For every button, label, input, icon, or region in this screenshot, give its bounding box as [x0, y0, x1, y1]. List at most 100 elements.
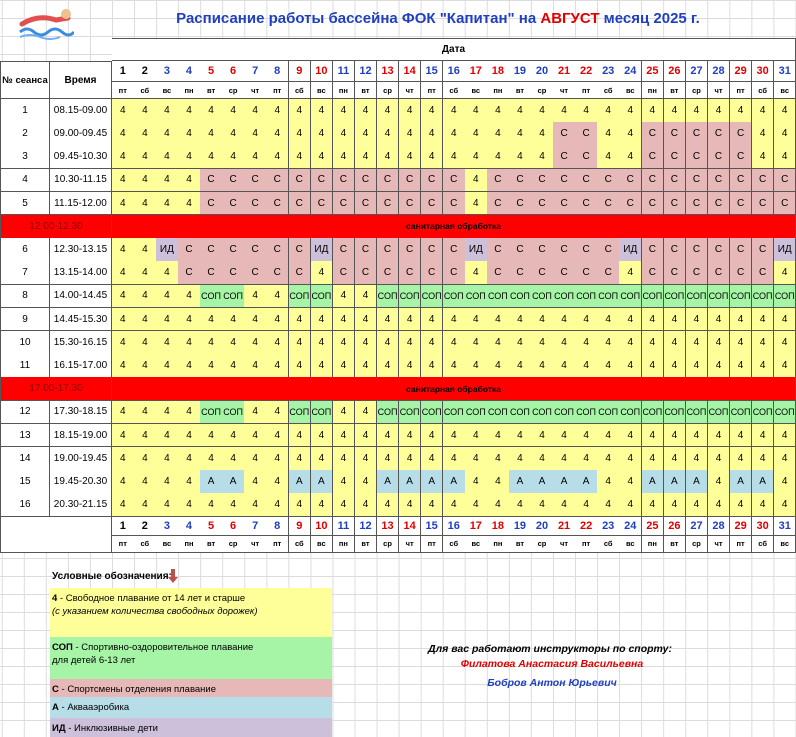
- schedule-cell: 4: [619, 447, 643, 471]
- schedule-cell: 4: [112, 307, 135, 332]
- schedule-cell: С: [751, 261, 775, 286]
- schedule-cell: СОП: [288, 400, 312, 425]
- title: Расписание работы бассейна ФОК "Капитан"…: [0, 10, 796, 27]
- weekday: вт: [354, 535, 378, 553]
- schedule-cell: 4: [553, 447, 576, 471]
- schedule-cell: С: [597, 238, 620, 262]
- schedule-cell: 4: [465, 331, 488, 355]
- schedule-cell: 4: [707, 493, 731, 518]
- schedule-cell: 4: [553, 307, 576, 332]
- day-number: 29: [729, 61, 753, 82]
- schedule-cell: СОП: [597, 400, 620, 425]
- schedule-cell: 4: [376, 493, 400, 518]
- schedule-cell: 4: [685, 331, 709, 355]
- day-number: 3: [156, 61, 179, 82]
- legend-code: А: [52, 702, 59, 713]
- session-time: 17.30-18.15: [50, 400, 112, 425]
- session-number: 7: [0, 261, 50, 286]
- schedule-cell: 4: [332, 354, 356, 378]
- schedule-cell: 4: [178, 400, 201, 425]
- schedule-cell: С: [685, 122, 709, 146]
- schedule-cell: 4: [156, 331, 179, 355]
- legend-arrow: [168, 569, 178, 583]
- schedule-cell: 4: [641, 493, 665, 518]
- schedule-cell: 4: [442, 423, 466, 448]
- session-time: 18.15-19.00: [50, 423, 112, 448]
- schedule-cell: 4: [751, 354, 775, 378]
- schedule-cell: С: [509, 168, 532, 193]
- schedule-cell: С: [685, 191, 709, 216]
- schedule-cell: С: [288, 238, 312, 262]
- weekday: сб: [751, 535, 775, 553]
- schedule-cell: 4: [487, 122, 510, 146]
- schedule-cell: 4: [244, 99, 267, 123]
- schedule-cell: С: [729, 261, 753, 286]
- schedule-cell: С: [663, 191, 687, 216]
- schedule-cell: С: [310, 168, 334, 193]
- weekday: вс: [156, 535, 179, 553]
- schedule-cell: 4: [376, 122, 400, 146]
- sanitary-time: 12.00-12.30: [0, 215, 112, 239]
- schedule-cell: С: [663, 145, 687, 170]
- schedule-cell: С: [332, 261, 356, 286]
- weekday: чт: [553, 82, 576, 99]
- schedule-cell: 4: [354, 99, 378, 123]
- schedule-cell: А: [442, 470, 466, 494]
- schedule-cell: 4: [773, 493, 796, 518]
- schedule-cell: 4: [420, 331, 444, 355]
- schedule-cell: 4: [729, 354, 753, 378]
- schedule-cell: ИД: [619, 238, 643, 262]
- schedule-cell: 4: [663, 99, 687, 123]
- schedule-cell: 4: [288, 99, 312, 123]
- schedule-cell: СОП: [707, 400, 731, 425]
- schedule-cell: 4: [376, 447, 400, 471]
- schedule-cell: ИД: [310, 238, 334, 262]
- schedule-cell: 4: [200, 99, 223, 123]
- schedule-cell: 4: [266, 400, 289, 425]
- schedule-cell: С: [641, 261, 665, 286]
- day-number: 19: [509, 516, 532, 536]
- day-number: 29: [729, 516, 753, 536]
- schedule-cell: 4: [398, 447, 422, 471]
- schedule-cell: А: [200, 470, 223, 494]
- session-number: 13: [0, 423, 50, 448]
- day-number: 18: [487, 61, 510, 82]
- schedule-cell: СОП: [773, 400, 796, 425]
- weekday: сб: [134, 535, 157, 553]
- schedule-cell: С: [178, 261, 201, 286]
- schedule-cell: 4: [641, 99, 665, 123]
- schedule-cell: С: [509, 261, 532, 286]
- schedule-cell: 4: [266, 447, 289, 471]
- day-number: 8: [266, 61, 289, 82]
- schedule-cell: 4: [310, 122, 334, 146]
- schedule-cell: 4: [332, 145, 356, 170]
- schedule-cell: А: [729, 470, 753, 494]
- schedule-cell: ИД: [773, 238, 796, 262]
- session-time: 20.30-21.15: [50, 493, 112, 518]
- legend-text: - Спортивно-оздоровительное плавание: [72, 642, 254, 653]
- weekday: ср: [376, 82, 400, 99]
- schedule-cell: 4: [398, 122, 422, 146]
- schedule-cell: 4: [288, 354, 312, 378]
- schedule-cell: 4: [134, 145, 157, 170]
- schedule-cell: 4: [619, 493, 643, 518]
- legend-item: С - Спортсмены отделения плавание: [50, 679, 332, 697]
- schedule-cell: С: [641, 238, 665, 262]
- schedule-cell: С: [773, 191, 796, 216]
- day-number: 27: [685, 61, 709, 82]
- schedule-cell: С: [641, 168, 665, 193]
- schedule-cell: СОП: [575, 284, 598, 309]
- legend-item: А - Аквааэробика: [50, 697, 332, 718]
- schedule-cell: 4: [773, 423, 796, 448]
- time-header: Время: [50, 61, 112, 99]
- schedule-cell: С: [266, 238, 289, 262]
- schedule-cell: С: [487, 238, 510, 262]
- schedule-cell: 4: [156, 99, 179, 123]
- schedule-cell: 4: [178, 354, 201, 378]
- schedule-cell: 4: [442, 493, 466, 518]
- schedule-cell: 4: [619, 261, 643, 286]
- schedule-cell: СОП: [597, 284, 620, 309]
- schedule-cell: С: [575, 238, 598, 262]
- schedule-cell: 4: [266, 99, 289, 123]
- schedule-cell: 4: [112, 400, 135, 425]
